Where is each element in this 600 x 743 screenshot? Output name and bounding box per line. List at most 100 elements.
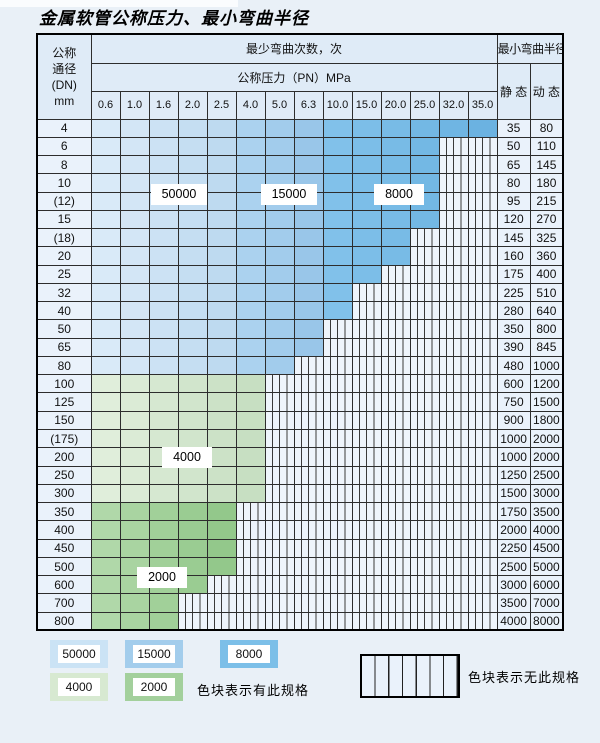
no-spec-cell: [351, 301, 382, 321]
dn-cell: (18): [36, 228, 92, 248]
spec-cell: [90, 319, 121, 339]
legend-swatch-label: 2000: [133, 678, 175, 696]
no-spec-cell: [264, 429, 295, 449]
table-row: 600 3000 6000: [36, 575, 564, 595]
spec-cell: [90, 173, 121, 193]
no-spec-cell: [467, 337, 498, 357]
spec-cell: [235, 228, 266, 248]
static-radius-cell: 225: [496, 282, 531, 303]
legend-swatch-15000: 15000: [125, 640, 183, 668]
spec-cell: [351, 228, 382, 248]
no-spec-cell: [409, 465, 440, 485]
dynamic-radius-cell: 3000: [529, 483, 564, 504]
spec-cell: [177, 136, 208, 157]
table-row: 250 1250 2500: [36, 465, 564, 485]
spec-cell: [322, 173, 353, 193]
spec-cell: [148, 282, 179, 303]
no-spec-cell: [351, 429, 382, 449]
no-spec-cell: [409, 611, 440, 631]
spec-cell: [322, 264, 353, 284]
no-spec-cell: [409, 538, 440, 558]
spec-cell: [90, 264, 121, 284]
spec-cell: [148, 538, 179, 558]
no-spec-cell: [467, 520, 498, 540]
spec-cell: [90, 209, 121, 230]
dynamic-radius-cell: 1200: [529, 374, 564, 394]
no-spec-cell: [293, 447, 324, 467]
no-spec-cell: [235, 520, 266, 540]
no-spec-cell: [438, 520, 469, 540]
static-radius-cell: 390: [496, 337, 531, 357]
legend-swatch-label: 8000: [228, 645, 270, 663]
no-spec-cell: [322, 483, 353, 504]
dn-cell: 100: [36, 374, 92, 394]
no-spec-cell: [351, 502, 382, 522]
no-spec-cell: [380, 282, 411, 303]
dynamic-radius-cell: 180: [529, 173, 564, 193]
spec-cell: [119, 301, 150, 321]
dn-cell: (175): [36, 429, 92, 449]
no-spec-cell: [351, 556, 382, 577]
dn-cell: 20: [36, 246, 92, 266]
spec-cell: [119, 502, 150, 522]
header-pressure-value: 15.0: [351, 90, 382, 120]
no-spec-cell: [409, 593, 440, 613]
spec-cell: [148, 264, 179, 284]
dynamic-radius-cell: 845: [529, 337, 564, 357]
spec-cell: [177, 538, 208, 558]
spec-cell: [90, 355, 121, 376]
no-spec-cell: [438, 429, 469, 449]
no-spec-cell: [467, 392, 498, 412]
spec-cell: [119, 191, 150, 211]
no-spec-cell: [438, 611, 469, 631]
no-spec-cell: [351, 374, 382, 394]
spec-cell: [322, 246, 353, 266]
spec-cell: [235, 136, 266, 157]
legend-has-spec-text: 色块表示有此规格: [197, 683, 310, 698]
spec-cell: [90, 392, 121, 412]
spec-cell: [177, 392, 208, 412]
spec-cell: [206, 429, 237, 449]
spec-cell: [90, 429, 121, 449]
spec-cell: [177, 228, 208, 248]
legend-swatch-label: 4000: [58, 678, 100, 696]
spec-cell: [177, 155, 208, 175]
no-spec-cell: [380, 337, 411, 357]
header-pressure-value: 32.0: [438, 90, 469, 120]
spec-cell: [177, 410, 208, 431]
no-spec-cell: [409, 355, 440, 376]
spec-cell: [90, 593, 121, 613]
no-spec-cell: [467, 264, 498, 284]
dn-cell: 250: [36, 465, 92, 485]
header-pressure-value: 20.0: [380, 90, 411, 120]
static-radius-cell: 280: [496, 301, 531, 321]
no-spec-cell: [467, 228, 498, 248]
no-spec-cell: [438, 301, 469, 321]
table-row: 40 280 640: [36, 301, 564, 321]
spec-cell: [148, 246, 179, 266]
dynamic-radius-cell: 270: [529, 209, 564, 230]
no-spec-cell: [467, 246, 498, 266]
spec-cell: [264, 355, 295, 376]
spec-cell: [177, 374, 208, 394]
spec-cell: [119, 337, 150, 357]
header-pressure-value: 6.3: [293, 90, 324, 120]
no-spec-cell: [409, 228, 440, 248]
spec-cell: [206, 520, 237, 540]
spec-cell: [409, 136, 440, 157]
no-spec-cell: [293, 355, 324, 376]
spec-cell: [119, 410, 150, 431]
static-radius-cell: 3500: [496, 593, 531, 613]
spec-cell: [177, 520, 208, 540]
spec-cell: [206, 173, 237, 193]
spec-cell: [206, 465, 237, 485]
no-spec-cell: [380, 593, 411, 613]
spec-cell: [206, 282, 237, 303]
no-spec-cell: [351, 520, 382, 540]
static-radius-cell: 35: [496, 118, 531, 138]
no-spec-cell: [351, 392, 382, 412]
no-spec-cell: [467, 502, 498, 522]
no-spec-cell: [235, 556, 266, 577]
no-spec-cell: [293, 429, 324, 449]
spec-cell: [467, 118, 498, 138]
